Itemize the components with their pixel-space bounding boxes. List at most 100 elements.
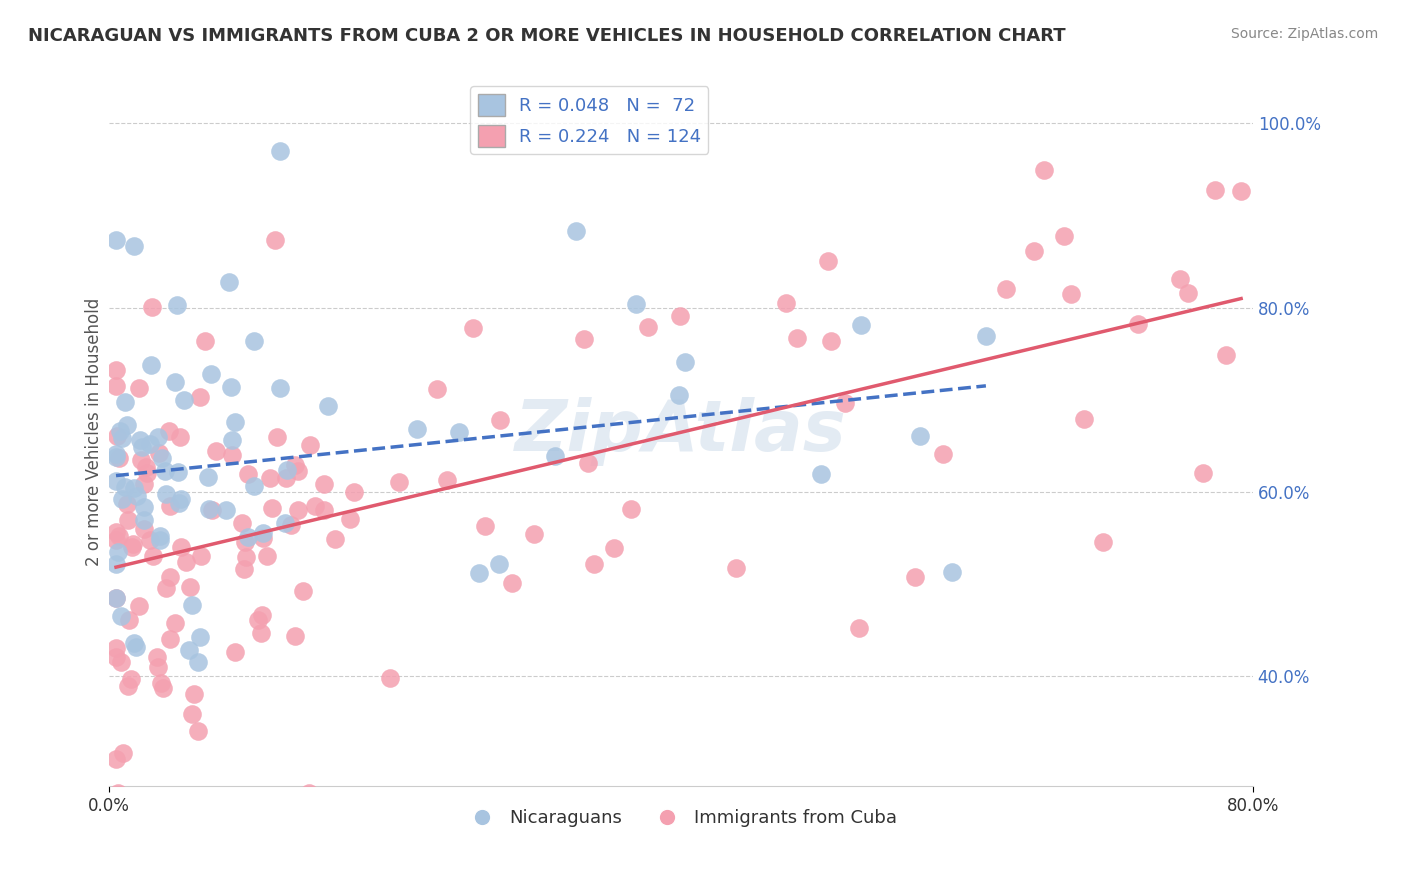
Point — [105, 752, 128, 766]
Point — [250, 626, 273, 640]
Point — [128, 381, 150, 395]
Point — [105, 429, 128, 443]
Point — [851, 318, 873, 332]
Point — [194, 334, 217, 349]
Point — [200, 368, 222, 382]
Point — [110, 609, 132, 624]
Point — [576, 456, 599, 470]
Point — [775, 295, 797, 310]
Point — [436, 474, 458, 488]
Point — [105, 525, 128, 540]
Point — [474, 519, 496, 533]
Point — [252, 531, 274, 545]
Point — [269, 381, 291, 395]
Point — [138, 437, 160, 451]
Point — [128, 599, 150, 614]
Point — [724, 561, 747, 575]
Point — [169, 492, 191, 507]
Point — [105, 233, 128, 247]
Point — [105, 474, 128, 488]
Point — [637, 319, 659, 334]
Point — [1053, 228, 1076, 243]
Point — [620, 502, 643, 516]
Point — [380, 672, 402, 686]
Point — [501, 575, 523, 590]
Point — [388, 475, 411, 489]
Point — [108, 424, 131, 438]
Y-axis label: 2 or more Vehicles in Household: 2 or more Vehicles in Household — [86, 298, 103, 566]
Point — [287, 503, 309, 517]
Legend: Nicaraguans, Immigrants from Cuba: Nicaraguans, Immigrants from Cuba — [457, 802, 904, 834]
Point — [146, 660, 169, 674]
Point — [219, 380, 242, 394]
Point — [149, 529, 172, 543]
Point — [136, 466, 159, 480]
Point — [276, 463, 298, 477]
Point — [134, 500, 156, 515]
Point — [128, 433, 150, 447]
Point — [166, 465, 188, 479]
Point — [146, 649, 169, 664]
Point — [463, 321, 485, 335]
Point — [105, 640, 128, 655]
Point — [624, 297, 647, 311]
Point — [231, 516, 253, 530]
Point — [132, 522, 155, 536]
Point — [236, 467, 259, 481]
Point — [242, 479, 264, 493]
Point — [974, 329, 997, 343]
Point — [149, 676, 172, 690]
Point — [1033, 162, 1056, 177]
Point — [122, 238, 145, 252]
Point — [173, 393, 195, 408]
Point — [124, 635, 146, 649]
Point — [817, 253, 839, 268]
Point — [1177, 285, 1199, 300]
Point — [1128, 317, 1150, 331]
Point — [426, 383, 449, 397]
Point — [117, 497, 139, 511]
Point — [177, 642, 200, 657]
Point — [304, 500, 326, 514]
Point — [170, 541, 193, 555]
Point — [114, 395, 136, 409]
Point — [142, 549, 165, 563]
Point — [810, 467, 832, 481]
Point — [188, 390, 211, 404]
Point — [121, 541, 143, 555]
Point — [105, 363, 128, 377]
Point — [1191, 466, 1213, 480]
Point — [1204, 183, 1226, 197]
Point — [167, 496, 190, 510]
Point — [941, 566, 963, 580]
Point — [108, 451, 131, 466]
Point — [188, 630, 211, 644]
Point — [1022, 244, 1045, 258]
Point — [603, 541, 626, 556]
Point — [786, 331, 808, 345]
Point — [159, 632, 181, 646]
Point — [236, 530, 259, 544]
Text: Source: ZipAtlas.com: Source: ZipAtlas.com — [1230, 27, 1378, 41]
Point — [256, 549, 278, 564]
Point — [221, 449, 243, 463]
Point — [111, 431, 134, 445]
Point — [284, 458, 307, 473]
Point — [105, 450, 128, 464]
Point — [449, 425, 471, 439]
Point — [179, 580, 201, 594]
Point — [117, 679, 139, 693]
Point — [266, 430, 288, 444]
Point — [169, 430, 191, 444]
Point — [132, 477, 155, 491]
Text: ZipAtlas: ZipAtlas — [515, 398, 846, 467]
Point — [1230, 184, 1253, 198]
Point — [488, 557, 510, 571]
Point — [187, 723, 209, 738]
Point — [298, 787, 321, 801]
Point — [243, 334, 266, 349]
Point — [148, 446, 170, 460]
Point — [197, 469, 219, 483]
Point — [564, 224, 586, 238]
Point — [157, 424, 180, 438]
